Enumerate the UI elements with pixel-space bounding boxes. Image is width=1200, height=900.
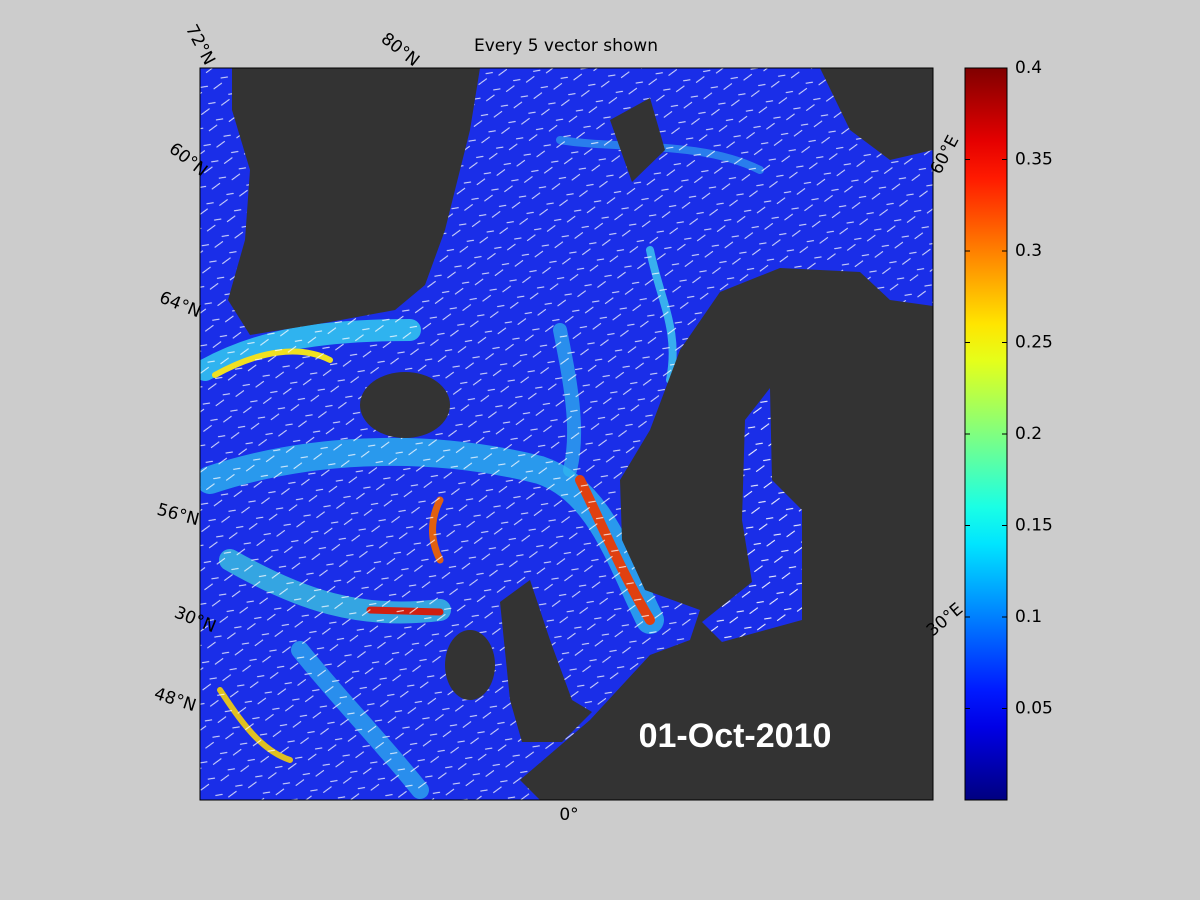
colorbar-tick-label: 0.25	[1015, 333, 1053, 353]
colorbar-tick-label: 0.2	[1015, 424, 1042, 444]
map	[200, 68, 933, 800]
baltic-vectors	[702, 388, 802, 642]
colorbar-tick-label: 0.35	[1015, 150, 1053, 170]
colorbar-tick-label: 0.15	[1015, 516, 1053, 536]
colorbar-tick-label: 0.4	[1015, 58, 1042, 78]
colorbar	[964, 67, 1008, 801]
colorbar-tick-label: 0.1	[1015, 607, 1042, 627]
graticule-label: 0°	[559, 805, 578, 825]
map-title: Every 5 vector shown	[474, 36, 658, 56]
colorbar-tick-label: 0.05	[1015, 699, 1053, 719]
map-frame	[199, 67, 934, 801]
colorbar-tick-label: 0.3	[1015, 241, 1042, 261]
land	[228, 68, 933, 800]
date-label: 01-Oct-2010	[639, 717, 832, 755]
